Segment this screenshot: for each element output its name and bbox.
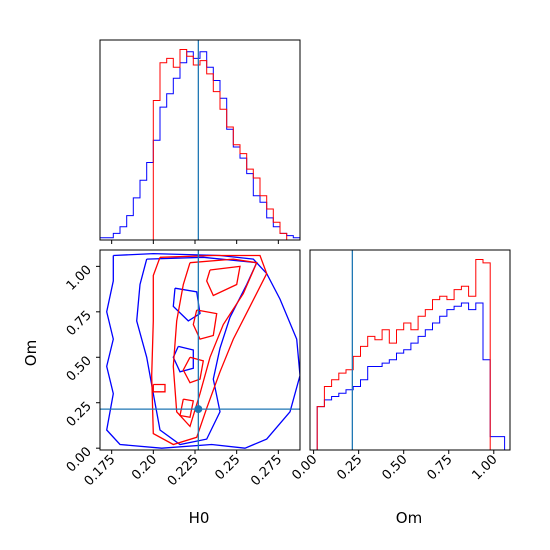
histogram-step-red-Om [310, 259, 510, 451]
contour-line-red [152, 383, 166, 393]
contour-line-red [192, 309, 218, 340]
x-tick-label-Om: 0.50 [379, 452, 410, 483]
y-tick-label-Om: 0.50 [64, 353, 95, 384]
panel-Om-marginal [310, 250, 510, 451]
panel-frame-Om-marginal [309, 249, 511, 451]
contour-group [100, 250, 300, 450]
contour-line-red [151, 254, 268, 446]
x-tick-label-Om: 1.00 [470, 452, 501, 483]
contour-line-red [206, 265, 241, 297]
contour-line-blue [136, 256, 258, 446]
y-tick-label-Om: 0.75 [64, 308, 95, 339]
panel-H0-marginal [100, 40, 300, 241]
contour-line-blue [172, 287, 201, 322]
panel-frame-Om-H0-joint [99, 249, 301, 451]
x-tick-label-Om: 0.25 [334, 452, 365, 483]
histogram-step-blue-H0 [100, 51, 300, 239]
y-tick-label-Om: 1.00 [64, 263, 95, 294]
contour-line-red [179, 398, 195, 419]
plot-axes-layer: 0.175 0.20 0.225 0.25 0.2750.000.250.500.751… [64, 39, 511, 489]
truth-point [194, 405, 203, 414]
histogram-step-red-H0 [100, 49, 300, 241]
contour-line-red [172, 258, 258, 428]
y-axis-label-om: Om [22, 340, 40, 366]
x-tick-label-H0: 0.20 [129, 452, 160, 483]
x-tick-label-Om: 0.00 [289, 452, 320, 483]
x-tick-label-H0: 0.25 [212, 452, 243, 483]
panel-Om-H0-joint [100, 250, 300, 450]
x-tick-label-H0: 0.225 [165, 452, 202, 489]
y-tick-label-Om: 0.25 [64, 399, 95, 430]
panel-frame-H0-marginal [99, 39, 301, 241]
x-axis-label-h0: H0 [189, 509, 210, 527]
contour-line-blue [172, 345, 194, 373]
contour-line-blue [106, 252, 300, 449]
x-tick-label-H0: 0.275 [248, 452, 285, 489]
contour-line-red [182, 356, 205, 384]
plot-data-layer [100, 40, 510, 451]
x-tick-label-Om: 0.75 [424, 452, 455, 483]
histogram-step-blue-Om [310, 302, 510, 451]
x-axis-label-om: Om [396, 509, 422, 527]
